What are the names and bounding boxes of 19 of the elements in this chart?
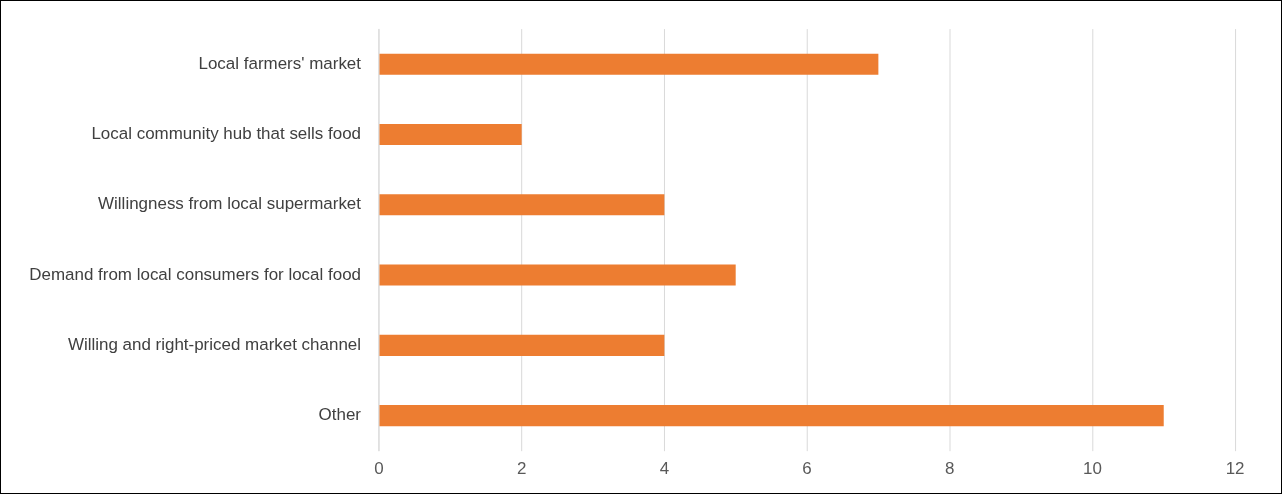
y-tick-label: Local farmers' market	[198, 53, 362, 73]
x-tick-label: 10	[1082, 458, 1102, 478]
bar	[379, 405, 1164, 427]
x-tick-label: 4	[659, 458, 670, 478]
x-tick-label: 6	[802, 458, 812, 478]
y-tick-label: Willingness from local supermarket	[98, 194, 362, 214]
bar	[379, 53, 879, 75]
bar	[379, 194, 665, 216]
x-tick-label: 8	[945, 458, 955, 478]
x-tick-label: 12	[1225, 458, 1245, 478]
bar	[379, 123, 522, 146]
bar	[379, 264, 736, 286]
x-tick-label: 2	[516, 458, 527, 478]
bar	[379, 334, 665, 356]
y-tick-label: Demand from local consumers for local food	[29, 264, 362, 284]
x-tick-label: 0	[374, 458, 384, 478]
y-tick-label: Willing and right-priced market channel	[67, 335, 362, 355]
y-tick-label: Local community hub that sells food	[91, 124, 362, 144]
y-tick-label: Other	[318, 405, 362, 425]
